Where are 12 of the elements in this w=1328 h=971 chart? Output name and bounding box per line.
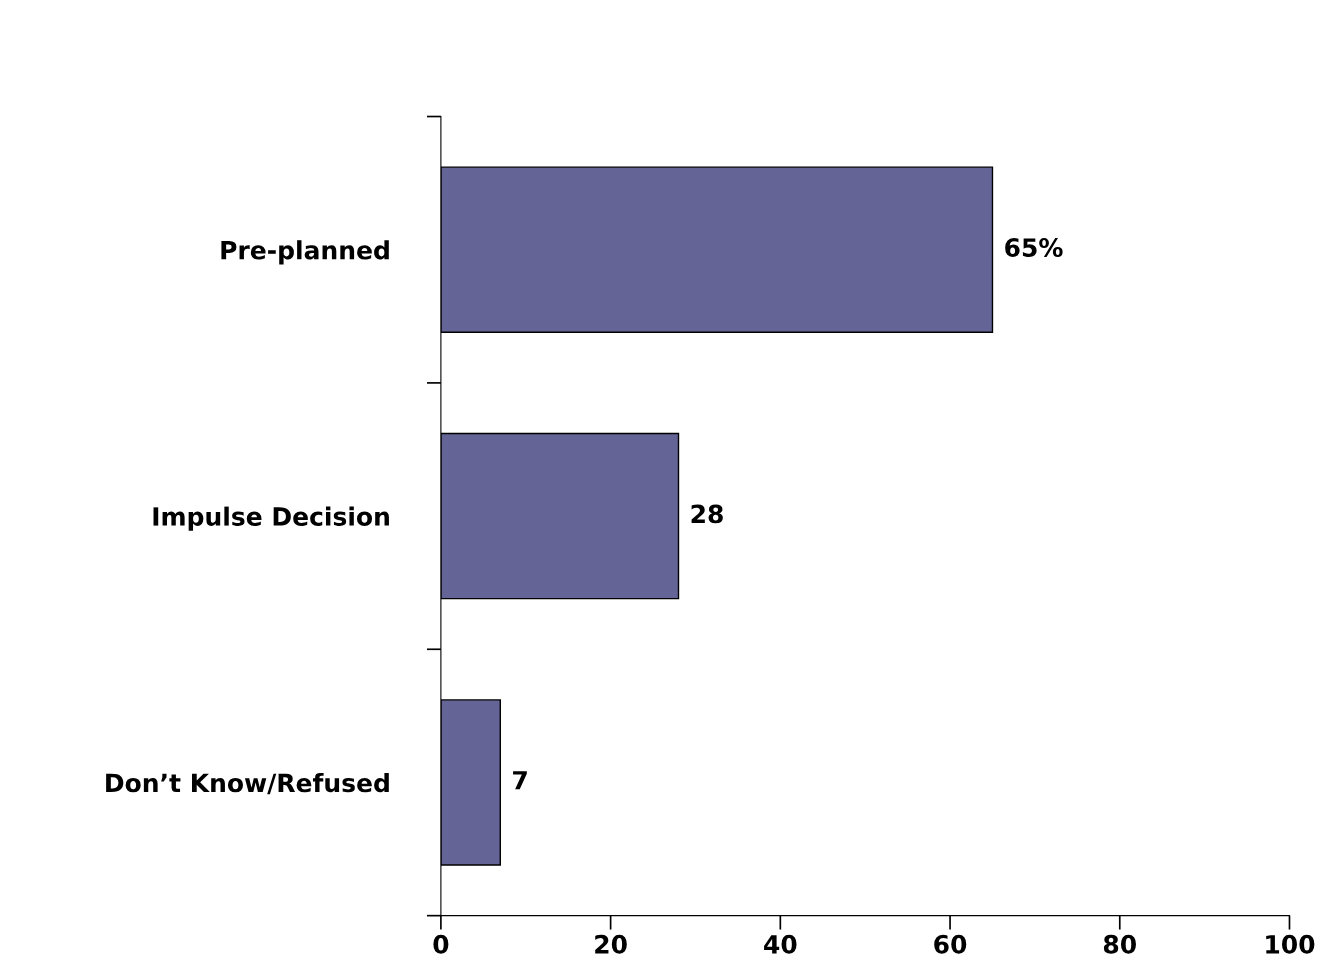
data-label: 7	[513, 771, 527, 790]
y-tick-label: Impulse Decision	[153, 506, 389, 531]
x-tick-label: 20	[595, 934, 627, 954]
data-label: 28	[691, 504, 723, 524]
y-tick-label: Pre-planned	[221, 240, 389, 265]
data-label: 65%	[1005, 238, 1063, 257]
y-tick-label: Don’t Know/Refused	[106, 772, 389, 795]
x-tick-label: 80	[1103, 934, 1136, 954]
x-tick-label: 0	[433, 934, 449, 954]
x-tick-label: 40	[764, 934, 797, 954]
x-tick-label: 100	[1266, 934, 1315, 954]
x-tick-label: 60	[934, 934, 967, 954]
